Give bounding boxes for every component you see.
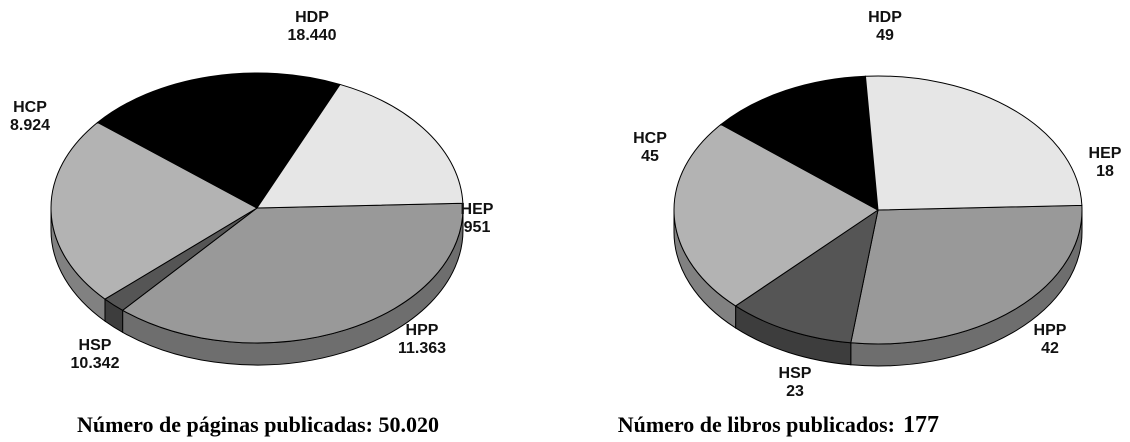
slice-label-hcp: HCP <box>633 130 667 147</box>
pie-slice-hsp <box>720 75 879 211</box>
pie-slice-hdp <box>121 202 464 344</box>
slice-label-hpp: HPP <box>406 322 439 339</box>
slice-label-hsp: HSP <box>779 365 812 382</box>
slice-label-hdp: HDP <box>868 9 902 26</box>
chart-caption-books-total: 177 <box>903 412 939 438</box>
slice-value-hpp: 11.363 <box>398 340 446 357</box>
chart-caption-books: Número de libros publicados: <box>618 412 895 437</box>
slice-value-hsp: 10.342 <box>71 355 120 372</box>
slice-label-hep: HEP <box>1089 145 1122 162</box>
slice-value-hpp: 42 <box>1041 340 1059 357</box>
pie-slice-hep <box>734 208 879 344</box>
slice-value-hdp: 49 <box>876 27 894 44</box>
slice-value-hsp: 23 <box>786 383 804 400</box>
pie-slice-hpp <box>50 121 259 300</box>
slice-value-hcp: 45 <box>641 148 659 165</box>
slice-value-hep: 951 <box>464 219 491 236</box>
slice-label-hdp: HDP <box>295 9 329 26</box>
slice-label-hsp: HSP <box>79 337 112 354</box>
chart-caption-pages: Número de páginas publicadas: 50.020 <box>77 412 439 437</box>
slice-label-hpp: HPP <box>1034 322 1067 339</box>
pie-slice-hpp <box>673 123 879 307</box>
slice-value-hdp: 18.440 <box>288 27 337 44</box>
slice-value-hcp: 8.924 <box>10 117 50 134</box>
slice-label-hcp: HCP <box>13 99 47 116</box>
pie-slice-hcp <box>864 75 1083 211</box>
pie-slice-hcp <box>256 83 464 209</box>
pie-slice-hdp <box>850 204 1083 345</box>
slice-value-hep: 18 <box>1096 163 1114 180</box>
slice-label-hep: HEP <box>461 201 494 218</box>
